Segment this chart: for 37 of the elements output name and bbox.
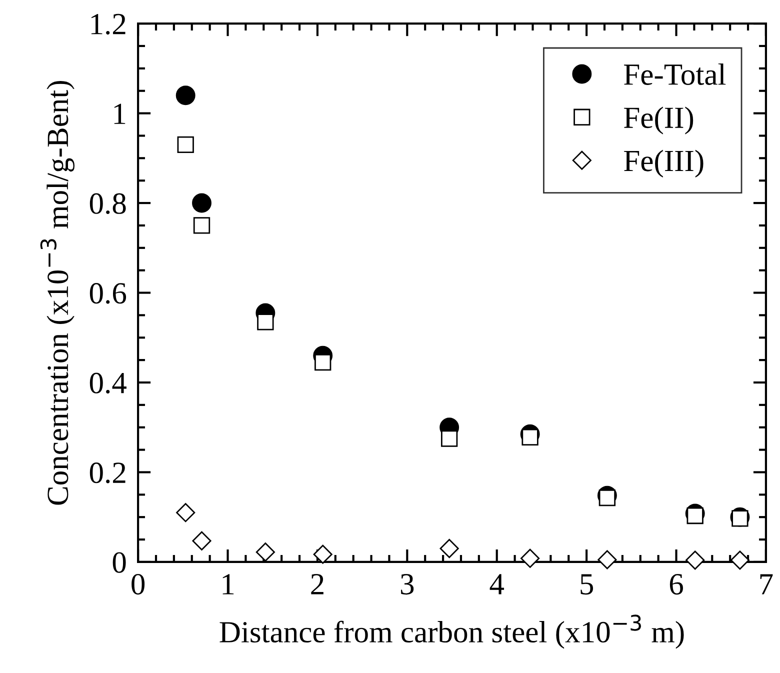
y-tick-label: 1 xyxy=(114,104,126,124)
point xyxy=(256,542,275,562)
point xyxy=(730,550,750,570)
x-tick-label: 2 xyxy=(311,574,324,594)
y-tick-label: 0.6 xyxy=(90,283,126,304)
point xyxy=(192,193,212,213)
point xyxy=(314,354,332,371)
legend-label: Fe-Total xyxy=(624,63,726,85)
x-tick-label: 5 xyxy=(580,574,594,595)
point xyxy=(440,430,458,447)
y-tick-label: 0.2 xyxy=(90,462,126,484)
x-axis-title: Distance from carbon steel (x10$^{−3}$ m) xyxy=(220,614,684,649)
legend-label: Fe(II) xyxy=(624,106,694,134)
point xyxy=(440,538,459,558)
x-tick-label: 1 xyxy=(222,574,234,594)
point xyxy=(192,531,212,550)
y-tick-label: 0 xyxy=(112,552,126,573)
point xyxy=(313,544,332,564)
point xyxy=(257,314,274,330)
x-tick-label: 6 xyxy=(670,574,683,595)
point xyxy=(686,507,704,524)
point xyxy=(176,86,196,106)
x-tick-label: 0 xyxy=(132,574,145,595)
x-tick-label: 7 xyxy=(760,574,773,594)
y-axis-title: Concentration (x10$^{−3}$ mol/g-Bent) xyxy=(40,80,75,505)
point xyxy=(522,428,538,446)
x-tick-label: 4 xyxy=(490,574,504,594)
point xyxy=(686,550,705,570)
point xyxy=(176,503,196,522)
point xyxy=(598,550,617,570)
point xyxy=(520,548,540,568)
y-tick-label: 1.2 xyxy=(91,14,126,35)
y-tick-label: 0.8 xyxy=(90,193,126,214)
y-tick-label: 0.4 xyxy=(90,372,126,394)
point xyxy=(598,489,616,506)
x-tick-label: 3 xyxy=(400,574,414,595)
legend-label: Fe(III) xyxy=(624,150,704,178)
